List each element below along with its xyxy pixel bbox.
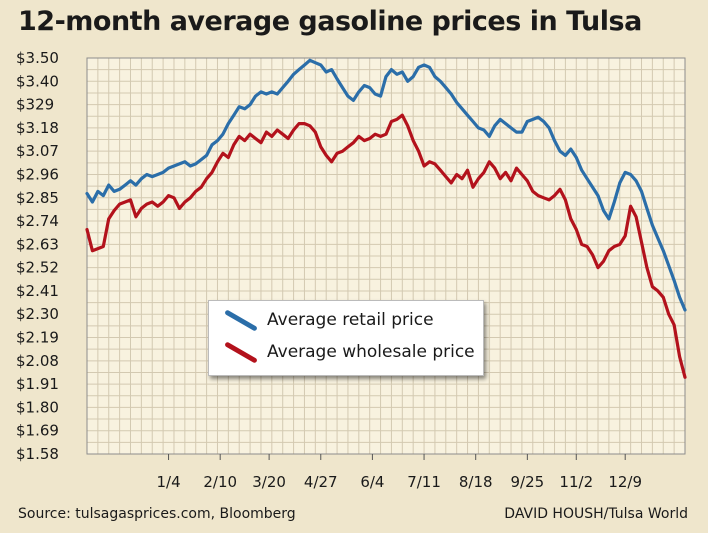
y-tick-label: $2.19 (16, 329, 59, 347)
y-tick-label: $2.85 (16, 189, 59, 207)
series-line-retail (85, 58, 687, 312)
legend-label-retail: Average retail price (267, 310, 434, 330)
y-tick-label: $2.96 (16, 165, 59, 183)
legend-label-wholesale: Average wholesale price (267, 342, 475, 362)
series-line-wholesale (85, 113, 687, 379)
y-tick-label: $3.40 (16, 72, 59, 90)
y-tick-label: $2.41 (16, 282, 59, 300)
y-tick-label: $1.80 (16, 398, 59, 416)
x-tick-label: 8/18 (459, 473, 493, 491)
y-tick-label: $2.30 (16, 305, 59, 323)
x-tick-label: 6/4 (360, 473, 384, 491)
y-tick-label: $1.91 (16, 375, 59, 393)
credit-note: DAVID HOUSH/Tulsa World (504, 506, 688, 522)
legend-swatch-wholesale (224, 340, 258, 364)
y-tick-label: $2.74 (16, 212, 59, 230)
y-tick-label: $3.50 (16, 49, 59, 67)
y-tick-label: $329 (16, 96, 54, 114)
x-tick-label: 11/2 (559, 473, 593, 491)
chart-title: 12-month average gasoline prices in Tuls… (18, 6, 642, 37)
x-tick-label: 3/20 (252, 473, 286, 491)
plot-border (86, 57, 686, 455)
chart-legend: Average retail price Average wholesale p… (208, 300, 484, 376)
y-tick-label: $1.69 (16, 422, 59, 440)
y-tick-label: $3.18 (16, 119, 59, 137)
x-tick-label: 4/27 (304, 473, 338, 491)
y-tick-label: $1.58 (16, 445, 59, 463)
series-lines (85, 58, 687, 379)
y-tick-label: $2.63 (16, 235, 59, 253)
x-tick-label: 7/11 (407, 473, 441, 491)
source-note: Source: tulsagasprices.com, Bloomberg (18, 506, 296, 522)
y-tick-label: $2.52 (16, 259, 59, 277)
x-tick-label: 2/10 (203, 473, 237, 491)
x-tick-label: 12/9 (608, 473, 642, 491)
x-tick-label: 1/4 (156, 473, 180, 491)
x-tick-label: 9/25 (511, 473, 545, 491)
y-tick-label: $3.07 (16, 142, 59, 160)
axes: $3.50 $3.40 $329 $3.18 $3.07 $2.96 $2.85 $2.74 $… (16, 49, 686, 491)
legend-swatch-retail (224, 308, 258, 332)
legend-item-wholesale: Average wholesale price (223, 340, 475, 364)
y-tick-label: $2.08 (16, 352, 59, 370)
legend-item-retail: Average retail price (223, 308, 434, 332)
